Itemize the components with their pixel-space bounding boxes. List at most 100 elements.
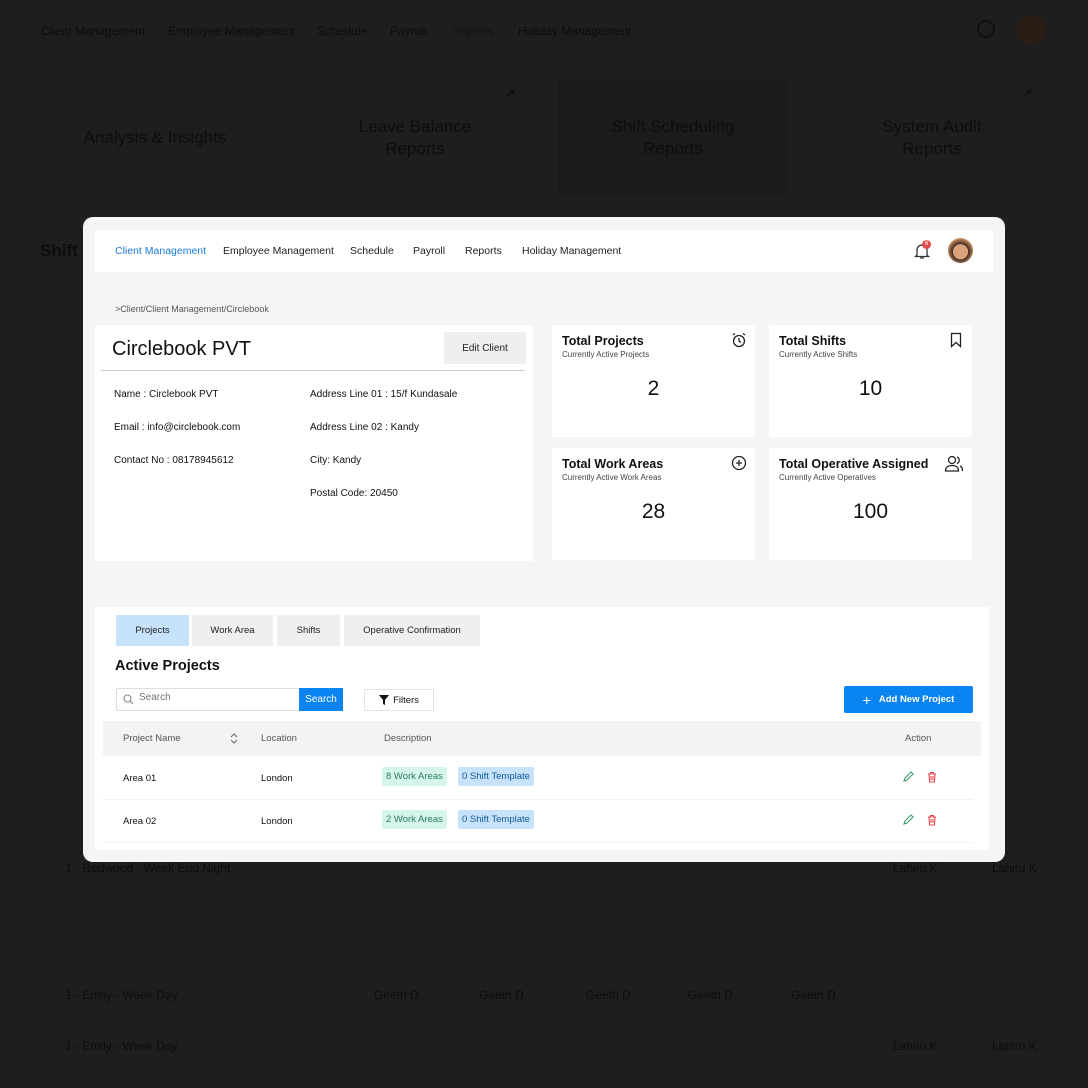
bg-cell: Lahiru K bbox=[893, 1039, 938, 1053]
plus-icon: + bbox=[862, 691, 871, 708]
bg-report-card: ↗ Leave Balance Reports bbox=[300, 80, 530, 195]
user-avatar[interactable] bbox=[948, 238, 973, 263]
edit-pencil-icon[interactable] bbox=[901, 770, 915, 784]
bg-report-card: Analysis & Insights bbox=[40, 80, 270, 195]
nav-holiday-management[interactable]: Holiday Management bbox=[522, 245, 622, 257]
search-button[interactable]: Search bbox=[299, 688, 343, 711]
tab-projects[interactable]: Projects bbox=[116, 615, 189, 646]
stat-card-total-operatives: Total Operative Assigned Currently Activ… bbox=[769, 448, 972, 560]
city-field: City: Kandy bbox=[310, 455, 362, 466]
bg-nav-item: Schedule bbox=[317, 24, 368, 38]
top-nav: Client Management Employee Management Sc… bbox=[95, 230, 993, 272]
divider bbox=[101, 370, 525, 371]
table-row: Area 01 London 8 Work Areas 0 Shift Temp… bbox=[103, 758, 973, 800]
bg-cell: Geeth D bbox=[586, 988, 631, 1002]
stat-card-total-work-areas: Total Work Areas Currently Active Work A… bbox=[552, 448, 755, 560]
nav-payroll[interactable]: Payroll bbox=[413, 245, 446, 257]
stat-title: Total Shifts bbox=[779, 334, 847, 348]
bg-nav-item: Payroll bbox=[390, 24, 427, 38]
notification-bell-icon[interactable]: 6 bbox=[913, 240, 931, 260]
bg-report-card: ↗ System Audit Reports bbox=[817, 80, 1047, 195]
bg-report-label: Analysis & Insights bbox=[83, 127, 227, 147]
bg-cell: Lahiru K bbox=[992, 861, 1037, 875]
add-project-label: Add New Project bbox=[878, 694, 955, 705]
stat-card-total-shifts: Total Shifts Currently Active Shifts 10 bbox=[769, 325, 972, 437]
stat-card-total-projects: Total Projects Currently Active Projects… bbox=[552, 325, 755, 437]
filter-icon bbox=[379, 695, 390, 705]
stat-title: Total Work Areas bbox=[562, 457, 664, 471]
bg-cell: Geeth D bbox=[688, 988, 733, 1002]
delete-trash-icon[interactable] bbox=[925, 770, 939, 784]
plus-circle-icon bbox=[731, 455, 747, 471]
tab-work-area[interactable]: Work Area bbox=[192, 615, 273, 646]
tab-shifts[interactable]: Shifts bbox=[277, 615, 340, 646]
breadcrumb: >Client/Client Management/Circlebook bbox=[115, 304, 269, 314]
bg-report-label: Shift Scheduling Reports bbox=[611, 116, 735, 158]
client-name-field: Name : Circlebook PVT bbox=[114, 389, 219, 400]
stat-title: Total Projects bbox=[562, 334, 644, 348]
section-title: Active Projects bbox=[115, 658, 220, 674]
project-name: Area 02 bbox=[123, 816, 157, 827]
edit-pencil-icon[interactable] bbox=[901, 813, 915, 827]
bg-nav-item: Reports bbox=[452, 24, 495, 38]
bg-cell: Lahiru K bbox=[992, 1039, 1037, 1053]
stat-subtitle: Currently Active Operatives bbox=[779, 473, 876, 482]
search-box: Search bbox=[116, 688, 343, 711]
header-description: Description bbox=[384, 733, 432, 744]
address-line1-field: Address Line 01 : 15/f Kundasale bbox=[310, 389, 458, 400]
bg-report-label: Leave Balance Reports bbox=[358, 116, 472, 158]
stat-subtitle: Currently Active Shifts bbox=[779, 350, 858, 359]
bookmark-icon bbox=[950, 332, 962, 348]
project-location: London bbox=[261, 773, 293, 784]
work-areas-badge: 8 Work Areas bbox=[382, 767, 447, 786]
stat-subtitle: Currently Active Projects bbox=[562, 350, 650, 359]
search-icon bbox=[123, 694, 134, 705]
postal-code-field: Postal Code: 20450 bbox=[310, 488, 398, 499]
header-location: Location bbox=[261, 733, 297, 744]
bg-nav-item: Client Management bbox=[41, 24, 146, 38]
bg-cell: Lahiru K bbox=[893, 861, 938, 875]
sort-icon[interactable] bbox=[229, 732, 239, 745]
search-input[interactable] bbox=[139, 692, 289, 703]
stat-value: 10 bbox=[858, 377, 883, 400]
tab-operative-confirmation[interactable]: Operative Confirmation bbox=[344, 615, 480, 646]
stat-value: 28 bbox=[641, 500, 666, 523]
project-name: Area 01 bbox=[123, 773, 157, 784]
bg-cell: Geeth D bbox=[791, 988, 836, 1002]
bg-cell: Geeth D bbox=[374, 988, 419, 1002]
bg-row-label: 1 - Emily - Week Day bbox=[65, 988, 178, 1002]
work-areas-badge: 2 Work Areas bbox=[382, 810, 447, 829]
bg-row-label: 1 - Redwood - Week End Night bbox=[65, 861, 231, 875]
table-row: Area 02 London 2 Work Areas 0 Shift Temp… bbox=[103, 801, 973, 843]
client-detail-modal: Client Management Employee Management Sc… bbox=[83, 217, 1005, 862]
client-contact-field: Contact No : 08178945612 bbox=[114, 455, 234, 466]
bg-cell: Geeth D bbox=[479, 988, 524, 1002]
notification-badge: 6 bbox=[922, 240, 931, 249]
stat-subtitle: Currently Active Work Areas bbox=[562, 473, 662, 482]
bg-avatar bbox=[1016, 15, 1046, 45]
stat-title: Total Operative Assigned bbox=[779, 457, 929, 471]
add-new-project-button[interactable]: + Add New Project bbox=[844, 686, 973, 713]
nav-client-management[interactable]: Client Management bbox=[115, 245, 207, 257]
users-icon bbox=[944, 455, 964, 472]
delete-trash-icon[interactable] bbox=[925, 813, 939, 827]
alarm-clock-icon bbox=[732, 332, 746, 348]
client-email-field: Email : info@circlebook.com bbox=[114, 422, 241, 433]
nav-schedule[interactable]: Schedule bbox=[350, 245, 394, 257]
nav-reports[interactable]: Reports bbox=[465, 245, 502, 257]
header-project-name: Project Name bbox=[123, 733, 181, 744]
bg-report-card: Shift Scheduling Reports bbox=[558, 80, 788, 195]
projects-panel: Projects Work Area Shifts Operative Conf… bbox=[95, 607, 989, 850]
bg-report-label: System Audit Reports bbox=[882, 116, 982, 158]
shift-template-badge: 0 Shift Template bbox=[458, 810, 534, 829]
filters-button[interactable]: Filters bbox=[364, 689, 434, 711]
bg-page-title: Shift bbox=[40, 241, 78, 260]
edit-client-button[interactable]: Edit Client bbox=[444, 332, 526, 364]
client-info-card: Circlebook PVT Edit Client Name : Circle… bbox=[95, 325, 533, 561]
header-action: Action bbox=[905, 733, 932, 744]
nav-employee-management[interactable]: Employee Management bbox=[223, 245, 334, 257]
table-header: Project Name Location Description Action bbox=[103, 721, 981, 756]
arrow-icon: ↗ bbox=[504, 85, 516, 101]
client-name-heading: Circlebook PVT bbox=[112, 338, 251, 360]
arrow-icon: ↗ bbox=[1021, 85, 1033, 101]
